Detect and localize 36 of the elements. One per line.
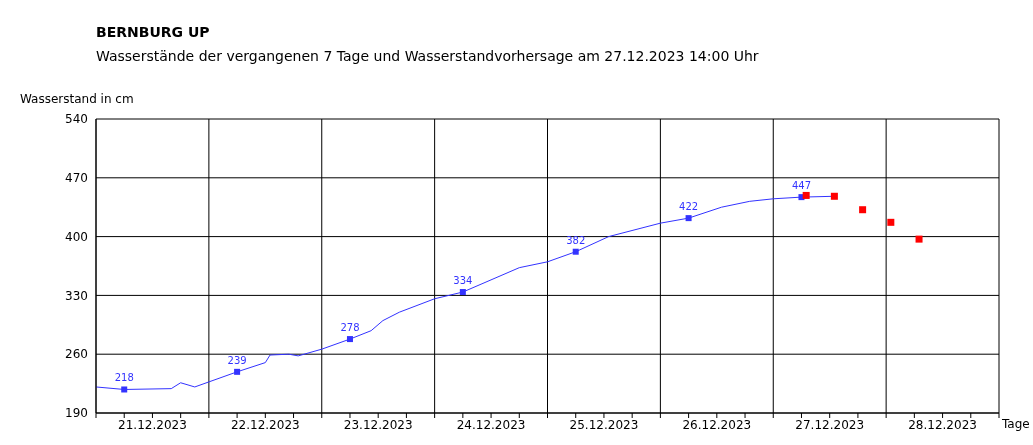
data-label: 239 (227, 354, 247, 366)
point (915, 235, 923, 243)
x-tick-label: 21.12.2023 (118, 417, 187, 432)
data-label: 422 (679, 201, 699, 213)
chart-title: BERNBURG UP (96, 24, 210, 40)
data-label: 447 (791, 180, 812, 192)
y-tick-label: 470 (65, 171, 88, 186)
point (572, 248, 579, 255)
y-tick-label: 400 (65, 229, 88, 244)
point (830, 192, 838, 200)
point (121, 386, 128, 393)
data-label: 334 (453, 275, 473, 287)
x-tick-label: 24.12.2023 (456, 417, 526, 432)
point (685, 215, 692, 222)
x-axis-title: Tage (1002, 417, 1030, 431)
y-tick-label: 190 (65, 406, 88, 421)
point (346, 336, 353, 343)
data-label: 382 (566, 234, 586, 246)
data-label: 218 (114, 372, 134, 384)
y-tick-label: 330 (65, 288, 88, 303)
point (802, 191, 810, 199)
x-tick-label: 23.12.2023 (343, 417, 413, 432)
point (459, 289, 466, 296)
data-label: 278 (340, 322, 360, 334)
x-tick-label: 26.12.2023 (682, 417, 752, 432)
y-tick-label: 260 (65, 347, 88, 362)
point (859, 206, 867, 214)
point (887, 218, 895, 226)
x-tick-label: 28.12.2023 (908, 417, 977, 432)
y-axis-title: Wasserstand in cm (20, 92, 134, 106)
x-tick-label: 25.12.2023 (569, 417, 639, 432)
y-tick-label: 540 (65, 112, 88, 127)
x-tick-label: 22.12.2023 (230, 417, 300, 432)
point (234, 368, 241, 375)
x-tick-label: 27.12.2023 (795, 417, 865, 432)
chart-subtitle: Wasserstände der vergangenen 7 Tage und Wasserstandvorhersage am 27.12.2023 14:00 Uhr (96, 48, 759, 64)
